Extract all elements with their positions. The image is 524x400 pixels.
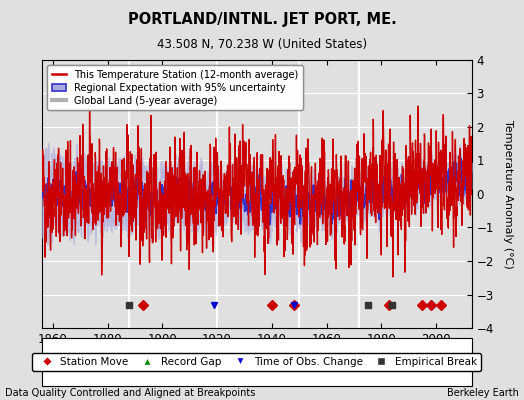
Text: 43.508 N, 70.238 W (United States): 43.508 N, 70.238 W (United States) <box>157 38 367 51</box>
FancyBboxPatch shape <box>42 338 472 386</box>
Text: Berkeley Earth: Berkeley Earth <box>447 388 519 398</box>
Text: Data Quality Controlled and Aligned at Breakpoints: Data Quality Controlled and Aligned at B… <box>5 388 256 398</box>
Legend: This Temperature Station (12-month average), Regional Expectation with 95% uncer: This Temperature Station (12-month avera… <box>47 65 303 110</box>
Text: PORTLAND/INTNL. JET PORT, ME.: PORTLAND/INTNL. JET PORT, ME. <box>128 12 396 27</box>
Legend: Station Move, Record Gap, Time of Obs. Change, Empirical Break: Station Move, Record Gap, Time of Obs. C… <box>32 353 481 371</box>
Y-axis label: Temperature Anomaly (°C): Temperature Anomaly (°C) <box>503 120 514 268</box>
